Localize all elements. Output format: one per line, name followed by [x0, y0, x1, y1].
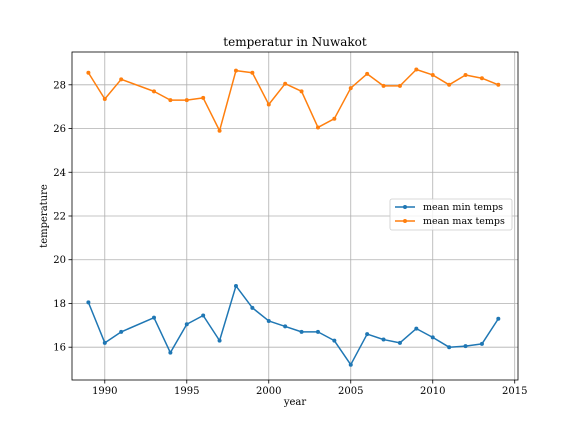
data-point-min [430, 335, 435, 340]
data-point-min [332, 338, 337, 343]
data-point-min [365, 332, 370, 337]
y-tick-label: 22 [53, 212, 66, 223]
x-tick-label: 2010 [420, 386, 445, 397]
data-point-min [299, 329, 304, 334]
chart-title: temperatur in Nuwakot [223, 35, 367, 49]
data-point-max [315, 125, 320, 130]
data-point-max [151, 89, 156, 94]
data-point-max [283, 81, 288, 86]
y-tick-label: 16 [53, 343, 66, 354]
data-point-max [447, 82, 452, 87]
data-point-min [266, 318, 271, 323]
data-point-min [233, 283, 238, 288]
series-line-min [87, 285, 499, 366]
legend-box [389, 198, 513, 231]
data-point-max [266, 102, 271, 107]
data-point-min [102, 340, 107, 345]
data-point-max [102, 97, 107, 102]
data-point-max [119, 77, 124, 82]
data-point-min [381, 337, 386, 342]
data-point-min [463, 344, 468, 349]
legend-label-min: mean min temps [423, 202, 503, 213]
data-point-max [348, 86, 353, 91]
data-point-min [414, 326, 419, 331]
legend: mean min temps mean max temps [389, 198, 513, 231]
x-tick-label: 2005 [338, 386, 363, 397]
data-point-max [365, 71, 370, 76]
data-point-max [496, 82, 501, 87]
y-tick-label: 24 [53, 168, 66, 179]
series-layer [86, 67, 501, 367]
axis-ticks: 1990 1995 2000 2005 2010 2015 16 18 20 22 24 26 28 [53, 80, 527, 397]
data-point-max [332, 116, 337, 121]
data-point-min [250, 305, 255, 310]
data-point-min [283, 324, 288, 329]
x-tick-label: 1990 [92, 386, 117, 397]
data-point-max [299, 89, 304, 94]
data-point-max [250, 70, 255, 75]
data-point-min [201, 313, 206, 318]
data-point-min [168, 350, 173, 355]
series-line-max [87, 68, 499, 132]
data-point-min [397, 340, 402, 345]
y-tick-label: 26 [53, 124, 66, 135]
x-tick-label: 2000 [256, 386, 281, 397]
data-point-min [348, 362, 353, 367]
data-point-max [381, 83, 386, 88]
data-point-min [184, 322, 189, 327]
data-point-max [201, 95, 206, 100]
x-tick-label: 1995 [174, 386, 199, 397]
data-point-max [414, 67, 419, 72]
x-tick-label: 2015 [502, 386, 527, 397]
data-point-max [217, 128, 222, 133]
data-point-min [119, 329, 124, 334]
data-point-max [397, 83, 402, 88]
y-tick-label: 18 [53, 299, 66, 310]
data-point-min [315, 329, 320, 334]
data-point-max [479, 76, 484, 81]
data-point-min [496, 316, 501, 321]
data-point-min [151, 315, 156, 320]
y-tick-label: 28 [53, 80, 66, 91]
data-point-max [463, 72, 468, 77]
data-point-max [430, 72, 435, 77]
y-tick-label: 20 [53, 255, 66, 266]
data-point-min [479, 341, 484, 346]
data-point-min [86, 300, 91, 305]
data-point-min [447, 345, 452, 350]
legend-marker-min [403, 205, 407, 209]
data-point-max [233, 68, 238, 73]
data-point-max [184, 98, 189, 103]
data-point-max [86, 70, 91, 75]
y-axis-label: temperature [39, 184, 50, 248]
legend-label-max: mean max temps [423, 216, 505, 227]
legend-marker-max [403, 219, 407, 223]
data-point-max [168, 98, 173, 103]
x-axis-label: year [283, 397, 307, 408]
data-point-min [217, 338, 222, 343]
